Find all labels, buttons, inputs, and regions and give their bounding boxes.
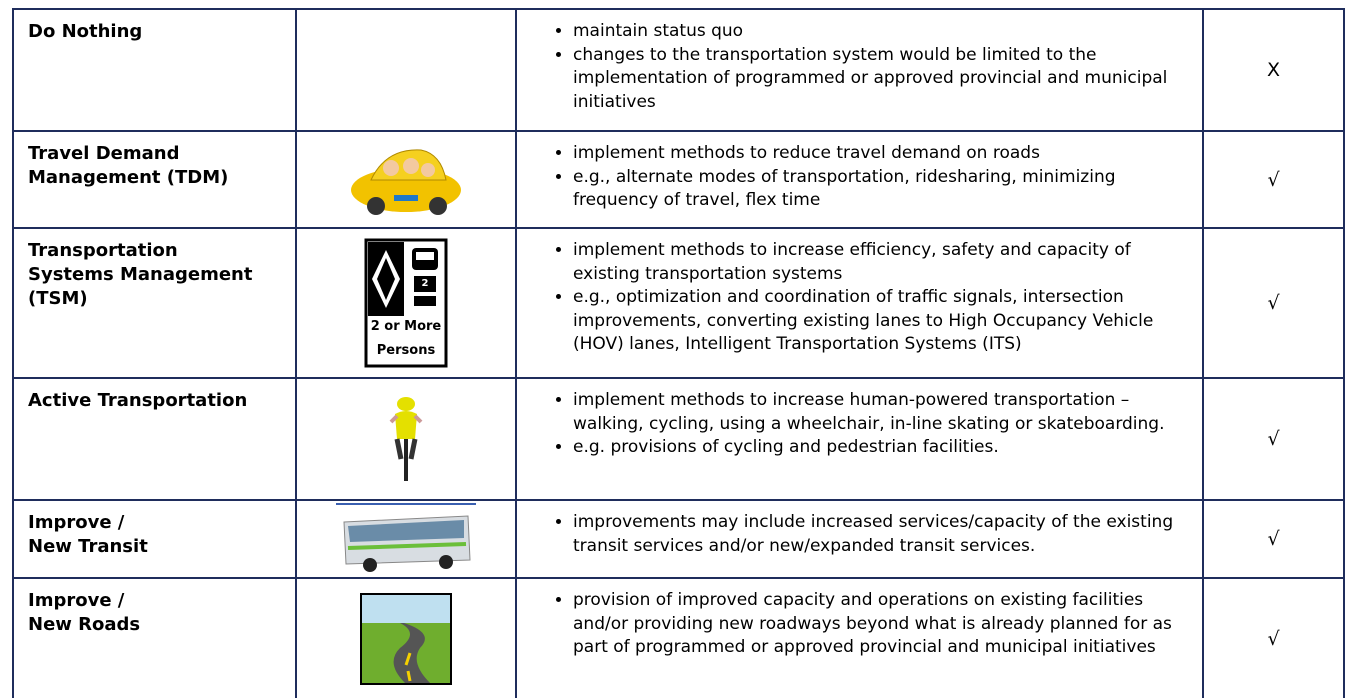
option-icon (295, 579, 515, 698)
sign-text: Persons (377, 343, 436, 358)
car-icon (351, 148, 461, 215)
evaluation: √ (1202, 579, 1345, 698)
option-name-line: Improve / (28, 512, 125, 533)
bullet-item: provision of improved capacity and opera… (573, 589, 1182, 660)
evaluation: √ (1202, 379, 1345, 499)
option-name: Improve / New Transit (12, 501, 295, 577)
sign-number: 2 (422, 278, 429, 289)
evaluation-mark: X (1266, 59, 1281, 81)
bullet-item: implement methods to increase efficiency… (573, 239, 1182, 286)
hov-sign-icon: 2 2 or More Persons (364, 238, 448, 368)
table-row: Do Nothing maintain status quochanges to … (12, 8, 1345, 130)
option-name-line: Improve / (28, 590, 125, 611)
road-icon (360, 592, 452, 685)
table-row: Active Transportation implement methods t… (12, 377, 1345, 499)
bullet-item: implement methods to reduce travel deman… (573, 142, 1182, 166)
bullet-list: implement methods to increase efficiency… (539, 239, 1182, 357)
bullet-item: e.g. provisions of cycling and pedestria… (573, 436, 1182, 460)
option-name-line: Management (TDM) (28, 167, 229, 188)
option-name-line: New Transit (28, 536, 148, 557)
evaluation: √ (1202, 501, 1345, 577)
option-icon (295, 501, 515, 577)
evaluation: √ (1202, 229, 1345, 377)
option-icon (295, 10, 515, 130)
description: provision of improved capacity and opera… (515, 579, 1202, 698)
cyclist-icon (389, 397, 423, 481)
description: implement methods to reduce travel deman… (515, 132, 1202, 227)
comparison-table: Do Nothing maintain status quochanges to … (12, 8, 1345, 698)
bullet-item: improvements may include increased servi… (573, 511, 1182, 558)
bullet-item: e.g., alternate modes of transportation,… (573, 166, 1182, 213)
option-name-line: Systems Management (28, 264, 253, 285)
option-icon (295, 379, 515, 499)
description: implement methods to increase efficiency… (515, 229, 1202, 377)
evaluation-mark: √ (1267, 627, 1280, 650)
table-row: Travel Demand Management (TDM) implement m… (12, 130, 1345, 227)
option-name-line: New Roads (28, 614, 141, 635)
table-row: Improve / New Roads provision of improved … (12, 577, 1345, 698)
option-name: Active Transportation (12, 379, 295, 499)
option-name: Travel Demand Management (TDM) (12, 132, 295, 227)
evaluation-mark: √ (1267, 292, 1280, 314)
table-row: Transportation Systems Management (TSM) 2 2 … (12, 227, 1345, 377)
option-name-line: Travel Demand (28, 143, 180, 164)
option-name-line: Transportation (28, 240, 178, 261)
option-name: Improve / New Roads (12, 579, 295, 698)
bullet-list: implement methods to reduce travel deman… (539, 142, 1182, 213)
option-name-line: Active Transportation (28, 390, 248, 411)
bullet-list: improvements may include increased servi… (539, 511, 1182, 558)
bus-icon (336, 503, 476, 572)
bullet-item: e.g., optimization and coordination of t… (573, 286, 1182, 357)
description: maintain status quochanges to the transp… (515, 10, 1202, 130)
bullet-list: maintain status quochanges to the transp… (539, 20, 1182, 114)
option-icon: 2 2 or More Persons (295, 229, 515, 377)
option-name-line: Do Nothing (28, 21, 143, 42)
bullet-item: maintain status quo (573, 20, 1182, 44)
table-row: Improve / New Transit improvements may inc… (12, 499, 1345, 577)
bullet-item: changes to the transportation system wou… (573, 44, 1182, 115)
bullet-list: provision of improved capacity and opera… (539, 589, 1182, 660)
evaluation-mark: √ (1267, 428, 1280, 450)
option-name: Transportation Systems Management (TSM) (12, 229, 295, 377)
option-icon (295, 132, 515, 227)
description: improvements may include increased servi… (515, 501, 1202, 577)
evaluation: √ (1202, 132, 1345, 227)
option-name-line: (TSM) (28, 288, 88, 309)
evaluation-mark: √ (1267, 528, 1280, 550)
description: implement methods to increase human-powe… (515, 379, 1202, 499)
bullet-list: implement methods to increase human-powe… (539, 389, 1182, 460)
bullet-item: implement methods to increase human-powe… (573, 389, 1182, 436)
option-name: Do Nothing (12, 10, 295, 130)
evaluation-mark: √ (1267, 168, 1280, 191)
evaluation: X (1202, 10, 1345, 130)
sign-text: 2 or More (371, 319, 442, 334)
